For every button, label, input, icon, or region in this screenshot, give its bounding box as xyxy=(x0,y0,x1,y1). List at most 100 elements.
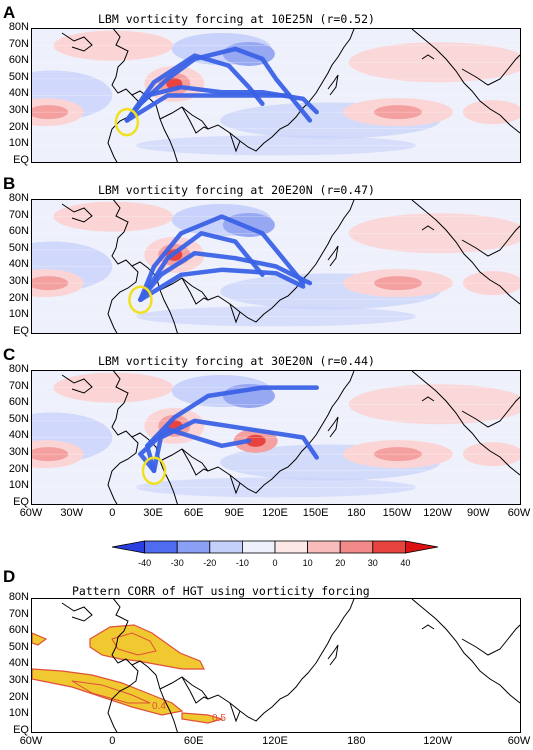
forcing-location-ring xyxy=(141,456,167,485)
lat-tick-label: 30N xyxy=(8,275,29,287)
ray-path xyxy=(138,267,306,303)
coastline-segment xyxy=(107,265,139,333)
coastline-segment xyxy=(461,396,520,428)
colorbar-tick-label: 30 xyxy=(368,558,378,568)
colorbar-segment xyxy=(372,540,406,554)
coastline-segment xyxy=(61,374,93,394)
panel-letter-a: A xyxy=(3,3,16,22)
lon-tick-label: 150E xyxy=(302,507,329,519)
lon-tick-label: 0 xyxy=(109,507,116,519)
coastline-segment xyxy=(181,448,209,476)
colorbar-tick-label: 0 xyxy=(272,558,277,568)
lat-tick-label: 20N xyxy=(8,291,29,304)
panel-letter-d: D xyxy=(3,567,16,586)
coastline-segment xyxy=(111,29,178,162)
map-title-c: LBM vorticity forcing at 30E20N (r=0.44) xyxy=(96,354,377,368)
colorbar-tick-label: 20 xyxy=(335,558,345,568)
lat-tick-label: 40N xyxy=(8,657,29,670)
lat-tick-label: 40N xyxy=(8,258,29,271)
coastline-segment xyxy=(111,599,178,732)
coastlines xyxy=(61,599,520,732)
lon-tick-label: 120W xyxy=(423,735,453,747)
map-title-b: LBM vorticity forcing at 20E20N (r=0.47) xyxy=(96,183,377,197)
coastline-segment xyxy=(327,245,339,267)
map-panel-a xyxy=(31,28,521,163)
coastline-segment xyxy=(181,676,209,704)
lat-tick-label: 50N xyxy=(8,640,29,653)
ray-path xyxy=(144,385,319,474)
map-panel-b xyxy=(31,199,521,334)
lat-tick-label: 40N xyxy=(8,87,29,100)
forcing-location-ring xyxy=(114,107,140,137)
lon-tick-label: 60W xyxy=(19,507,43,519)
lat-tick-label: 70N xyxy=(8,208,29,221)
lat-tick-label: EQ xyxy=(13,324,29,337)
map-panel-d: 0.4 0.5 xyxy=(31,598,521,733)
colorbar-tick-label: -20 xyxy=(203,558,216,568)
coastline-segment xyxy=(229,132,241,153)
coastline-segment xyxy=(421,54,435,60)
coastline-segment xyxy=(229,702,241,723)
colorbar-segment xyxy=(307,540,341,554)
contour-label: 0.4 xyxy=(152,701,166,712)
coastline-segment xyxy=(461,54,520,86)
field-anomaly xyxy=(245,434,266,447)
lat-tick-label: 30N xyxy=(8,674,29,686)
colorbar-tick-label: 40 xyxy=(400,558,410,568)
lat-tick-label: 70N xyxy=(8,379,29,392)
lon-tick-label: 120W xyxy=(423,507,453,519)
lat-tick-label: 80N xyxy=(8,192,29,204)
coastline-segment xyxy=(411,29,520,134)
coastlines xyxy=(61,371,520,504)
lat-tick-label: 80N xyxy=(8,363,29,375)
coastline-segment xyxy=(461,225,520,257)
map-c-svg xyxy=(32,371,520,504)
lat-tick-label: 60N xyxy=(8,225,29,238)
coastline-segment xyxy=(327,416,339,438)
coastline-segment xyxy=(411,599,520,704)
colorbar-segment xyxy=(274,540,308,554)
coastline-segment xyxy=(111,200,178,333)
lon-tick-label: 180 xyxy=(347,507,366,519)
lon-tick-label: 90E xyxy=(224,507,245,519)
colorbar-segment xyxy=(241,540,276,554)
colorbar: -40 -30 -20 -10 0 10 20 30 40 xyxy=(100,540,450,570)
colorbar-segment xyxy=(176,540,211,554)
lon-tick-label: 90W xyxy=(467,507,490,519)
lat-tick-label: 70N xyxy=(8,607,29,620)
contour-label: 0.5 xyxy=(212,713,226,724)
forcing-location-ring xyxy=(128,285,153,314)
lat-tick-label: EQ xyxy=(13,723,29,736)
lon-tick-label: 60E xyxy=(183,735,204,747)
correlation-region xyxy=(32,632,48,646)
coastlines xyxy=(61,200,520,333)
lon-tick-label: 60W xyxy=(507,507,531,519)
coastline-segment xyxy=(181,106,209,134)
colorbar-svg: -40 -30 -20 -10 0 10 20 30 40 xyxy=(111,540,439,568)
coastline-segment xyxy=(181,277,209,305)
coastline-segment xyxy=(61,203,93,223)
lat-tick-label: 20N xyxy=(8,462,29,475)
ray-path xyxy=(124,53,265,123)
coastlines xyxy=(61,29,520,162)
lat-tick-label: EQ xyxy=(13,153,29,166)
correlation-region xyxy=(89,624,205,670)
lat-tick-label: 60N xyxy=(8,624,29,637)
coastline-segment xyxy=(421,225,435,231)
lon-tick-label: 180 xyxy=(347,735,366,747)
lon-tick-label: 150W xyxy=(382,507,412,519)
coastline-segment xyxy=(61,602,93,622)
lat-tick-label: 80N xyxy=(8,21,29,33)
lat-tick-label: EQ xyxy=(13,495,29,508)
ray-path xyxy=(124,93,313,123)
lat-tick-label: 10N xyxy=(8,707,29,720)
coastline-segment xyxy=(107,436,139,504)
panel-letter-c: C xyxy=(3,345,16,364)
coastline-segment xyxy=(421,624,435,630)
lat-tick-label: 30N xyxy=(8,446,29,458)
colorbar-tick-label: -30 xyxy=(171,558,184,568)
lat-tick-label: 20N xyxy=(8,120,29,133)
lon-tick-label: 30W xyxy=(60,507,83,519)
correlation-contour xyxy=(111,632,157,656)
correlation-contour xyxy=(71,680,151,704)
